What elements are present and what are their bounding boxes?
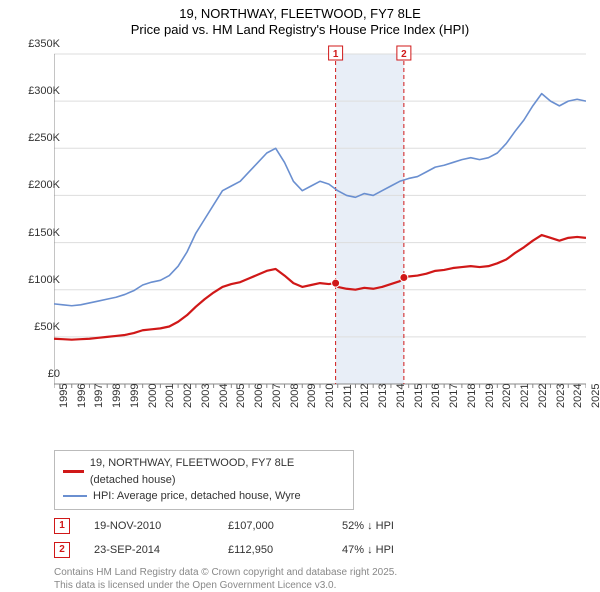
- x-tick-label: 2009: [306, 384, 318, 408]
- chart-container: 19, NORTHWAY, FLEETWOOD, FY7 8LE Price p…: [0, 0, 600, 560]
- y-tick-label: £300K: [10, 85, 60, 97]
- chart-svg: 12: [54, 44, 586, 414]
- x-tick-label: 2018: [466, 384, 478, 408]
- x-tick-label: 2005: [235, 384, 247, 408]
- title-block: 19, NORTHWAY, FLEETWOOD, FY7 8LE Price p…: [0, 0, 600, 39]
- x-tick-label: 2004: [218, 384, 230, 408]
- sale-badge: 1: [54, 518, 70, 534]
- y-tick-label: £150K: [10, 227, 60, 239]
- x-tick-label: 2011: [342, 384, 354, 408]
- legend-row: HPI: Average price, detached house, Wyre: [63, 488, 345, 505]
- sale-row: 1 19-NOV-2010 £107,000 52% ↓ HPI: [54, 518, 586, 534]
- sale-date: 19-NOV-2010: [94, 520, 204, 532]
- x-tick-label: 2019: [484, 384, 496, 408]
- x-tick-label: 1995: [58, 384, 70, 408]
- x-tick-label: 2006: [253, 384, 265, 408]
- x-tick-label: 1998: [111, 384, 123, 408]
- chart-area: 12: [54, 44, 586, 414]
- x-tick-label: 2012: [359, 384, 371, 408]
- x-tick-label: 2020: [501, 384, 513, 408]
- x-tick-label: 2001: [164, 384, 176, 408]
- title-line-1: 19, NORTHWAY, FLEETWOOD, FY7 8LE: [0, 6, 600, 22]
- x-tick-label: 2014: [395, 384, 407, 408]
- svg-text:2: 2: [401, 49, 407, 60]
- x-tick-label: 2002: [182, 384, 194, 408]
- x-tick-label: 2017: [448, 384, 460, 408]
- x-tick-label: 2024: [572, 384, 584, 408]
- x-tick-label: 2008: [289, 384, 301, 408]
- x-tick-label: 1999: [129, 384, 141, 408]
- y-tick-label: £200K: [10, 179, 60, 191]
- legend-row: 19, NORTHWAY, FLEETWOOD, FY7 8LE (detach…: [63, 455, 345, 488]
- legend-area: 19, NORTHWAY, FLEETWOOD, FY7 8LE (detach…: [54, 450, 586, 592]
- y-tick-label: £350K: [10, 38, 60, 50]
- x-tick-label: 2016: [430, 384, 442, 408]
- footer-line-1: Contains HM Land Registry data © Crown c…: [54, 566, 586, 579]
- x-tick-label: 2023: [555, 384, 567, 408]
- x-tick-label: 2007: [271, 384, 283, 408]
- sales-rows: 1 19-NOV-2010 £107,000 52% ↓ HPI 2 23-SEP-201…: [54, 518, 586, 558]
- y-tick-label: £100K: [10, 274, 60, 286]
- sale-delta: 52% ↓ HPI: [342, 520, 394, 532]
- title-line-2: Price paid vs. HM Land Registry's House …: [0, 22, 600, 38]
- legend-label: HPI: Average price, detached house, Wyre: [93, 488, 301, 505]
- x-tick-label: 2015: [413, 384, 425, 408]
- legend-swatch: [63, 470, 84, 473]
- legend-swatch: [63, 495, 87, 497]
- y-tick-label: £50K: [10, 321, 60, 333]
- x-tick-label: 1997: [93, 384, 105, 408]
- x-tick-label: 2010: [324, 384, 336, 408]
- sale-delta: 47% ↓ HPI: [342, 544, 394, 556]
- legend-box: 19, NORTHWAY, FLEETWOOD, FY7 8LE (detach…: [54, 450, 354, 510]
- x-tick-label: 2000: [147, 384, 159, 408]
- sale-price: £112,950: [228, 544, 318, 556]
- footer-line-2: This data is licensed under the Open Gov…: [54, 579, 586, 592]
- y-tick-label: £250K: [10, 132, 60, 144]
- sale-row: 2 23-SEP-2014 £112,950 47% ↓ HPI: [54, 542, 586, 558]
- x-tick-label: 2025: [590, 384, 600, 408]
- x-tick-label: 2003: [200, 384, 212, 408]
- sale-date: 23-SEP-2014: [94, 544, 204, 556]
- x-tick-label: 2021: [519, 384, 531, 408]
- x-tick-label: 1996: [76, 384, 88, 408]
- legend-label: 19, NORTHWAY, FLEETWOOD, FY7 8LE (detach…: [90, 455, 345, 488]
- x-tick-label: 2022: [537, 384, 549, 408]
- x-tick-label: 2013: [377, 384, 389, 408]
- sale-price: £107,000: [228, 520, 318, 532]
- y-tick-label: £0: [10, 368, 60, 380]
- sale-badge: 2: [54, 542, 70, 558]
- footer-note: Contains HM Land Registry data © Crown c…: [54, 566, 586, 592]
- svg-text:1: 1: [333, 49, 339, 60]
